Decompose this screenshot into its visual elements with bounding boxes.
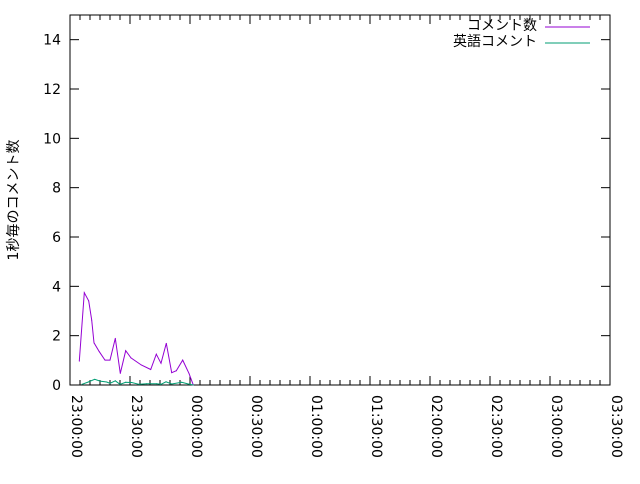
y-tick-label: 10 [43,131,61,147]
plot-border [69,14,611,386]
data-point-1 [165,381,167,383]
series-group [78,290,194,386]
x-tick-label: 00:30:00 [248,395,264,458]
data-point-0 [150,368,152,370]
y-tick-label: 6 [52,230,61,246]
data-point-0 [114,337,116,339]
data-point-0 [160,362,162,364]
x-tick-label: 23:30:00 [128,395,144,458]
legend-label-1: 英語コメント [453,33,537,50]
y-tick-label: 8 [52,181,61,197]
x-tick-label: 00:00:00 [188,395,204,458]
data-point-1 [94,378,96,380]
x-tick-label: 02:00:00 [428,395,444,458]
x-tick-label: 03:30:00 [608,395,624,458]
x-tick-label: 23:00:00 [68,395,84,458]
data-point-0 [171,372,173,374]
y-axis-label: 1秒毎のコメント数 [6,140,22,261]
data-point-0 [88,300,90,302]
data-point-1 [125,381,127,383]
data-point-0 [182,359,184,361]
x-tick-label: 02:30:00 [488,395,504,458]
data-point-0 [91,319,93,321]
data-point-1 [171,383,173,385]
data-point-0 [104,359,106,361]
data-point-1 [114,380,116,382]
data-point-1 [187,383,189,385]
data-point-0 [119,372,121,374]
data-point-0 [175,370,177,372]
legend: コメント数 英語コメント [453,18,590,50]
data-point-1 [156,383,158,385]
y-tick-label: 12 [43,82,61,98]
y-tick-label: 2 [52,329,61,345]
series-line-0 [78,290,194,386]
data-point-1 [146,383,148,385]
data-point-1 [138,383,140,385]
data-point-1 [81,383,83,385]
data-point-1 [109,382,111,384]
data-point-1 [131,382,133,384]
data-point-1 [106,381,108,383]
data-point-0 [109,359,111,361]
y-tick-label: 4 [52,279,61,295]
y-tick-label: 14 [43,33,61,49]
data-point-0 [93,342,95,344]
data-point-0 [130,357,132,359]
data-point-0 [188,372,190,374]
legend-label-0: コメント数 [467,18,537,34]
data-point-0 [165,342,167,344]
data-point-1 [99,380,101,382]
data-point-1 [87,381,89,383]
x-tick-label: 03:00:00 [548,395,564,458]
data-point-0 [83,292,85,294]
data-point-0 [140,364,142,366]
data-point-0 [125,350,127,352]
x-tick-label: 01:30:00 [368,395,384,458]
data-point-1 [119,383,121,385]
axes: 0 2 4 6 8 10 12 14 23:00:00 23:30:00 00:00:00 00:30… [43,14,624,458]
x-tick-label: 01:00:00 [308,395,324,458]
data-point-0 [155,353,157,355]
data-point-1 [160,383,162,385]
data-point-1 [181,381,183,383]
data-point-0 [78,360,80,362]
series-line-1 [81,378,194,386]
data-point-1 [192,384,194,386]
data-point-0 [98,351,100,353]
y-tick-label: 0 [52,378,61,394]
